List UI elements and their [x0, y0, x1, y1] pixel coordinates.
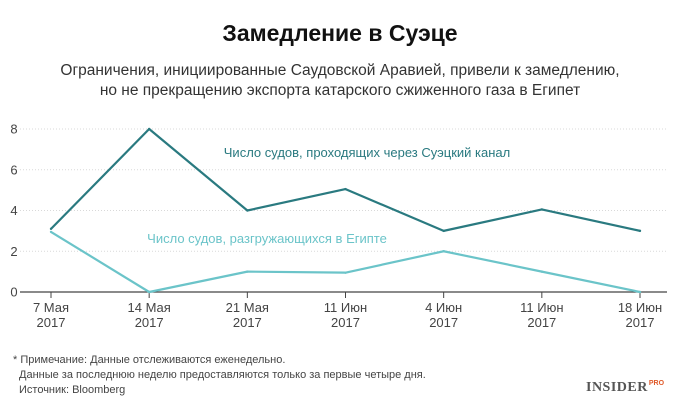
x-tick-label: 14 Мая [128, 300, 171, 315]
note-line-1: * Примечание: Данные отслеживаются ежене… [13, 354, 286, 366]
data-point [49, 227, 53, 231]
note-line-2: Данные за последнюю неделю предоставляют… [19, 369, 426, 381]
data-point [49, 230, 53, 234]
x-tick-label: 11 Июн [520, 300, 563, 315]
chart-subtitle: Ограничения, инициированные Саудовской А… [10, 61, 670, 101]
data-point [246, 209, 249, 212]
y-tick-label: 6 [10, 162, 17, 177]
x-tick-year: 2017 [135, 315, 164, 330]
data-point [638, 229, 642, 233]
logo-sup: PRO [648, 380, 665, 388]
x-tick-year: 2017 [626, 315, 655, 330]
note-source: Источник: Bloomberg [19, 384, 126, 396]
x-tick-year: 2017 [429, 315, 458, 330]
x-tick-label: 21 Мая [226, 300, 269, 315]
data-point [442, 229, 445, 233]
x-tick-label: 11 Июн [324, 300, 367, 315]
x-tick-year: 2017 [37, 315, 66, 330]
y-tick-label: 2 [10, 244, 17, 259]
x-tick-label: 7 Мая [33, 300, 69, 315]
y-tick-label: 0 [10, 285, 17, 300]
x-tick-label: 4 Июн [425, 300, 462, 315]
data-point [344, 187, 347, 191]
y-tick-label: 8 [10, 122, 17, 137]
data-point [147, 290, 151, 294]
chart-notes: * Примечание: Данные отслеживаются ежене… [13, 353, 426, 398]
x-tick-year: 2017 [233, 315, 262, 330]
chart-title: Замедление в Суэце [222, 20, 458, 46]
subtitle-line-2: но не прекращению экспорта катарского сж… [99, 82, 581, 99]
insider-pro-logo: INSIDERPRO [586, 380, 664, 396]
data-point [147, 127, 151, 131]
x-tick-year: 2017 [527, 315, 556, 330]
data-point [344, 271, 347, 274]
data-point [540, 208, 544, 211]
y-tick-label: 4 [10, 203, 17, 218]
x-tick-year: 2017 [331, 315, 360, 330]
series-label-2: Число судов, разгружающихся в Египте [147, 231, 387, 246]
data-point [638, 290, 642, 294]
data-point [442, 250, 445, 253]
data-point [540, 270, 544, 273]
logo-text: INSIDER [586, 380, 648, 395]
data-point [246, 270, 249, 273]
subtitle-line-1: Ограничения, инициированные Саудовской А… [60, 62, 620, 79]
x-tick-label: 18 Июн [618, 300, 662, 315]
series-label-1: Число судов, проходящих через Суэцкий ка… [224, 145, 510, 160]
